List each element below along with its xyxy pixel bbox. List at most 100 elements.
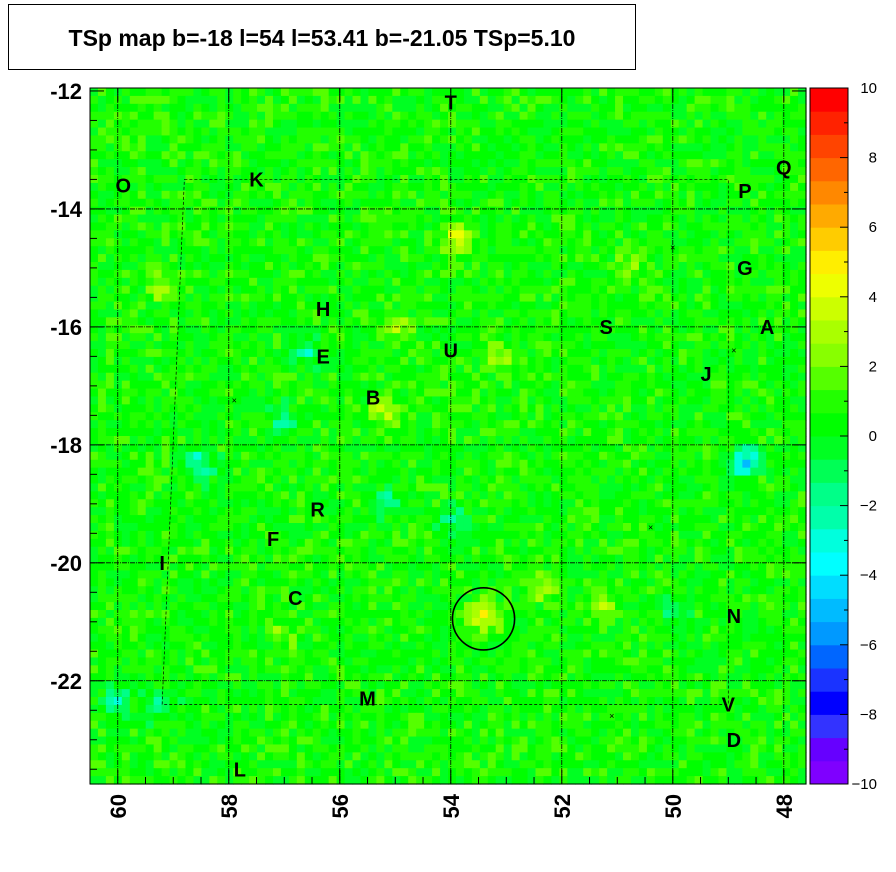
heatmap-cell	[607, 428, 616, 437]
heatmap-cell	[503, 341, 513, 350]
heatmap-cell	[463, 175, 473, 184]
heatmap-cell	[702, 135, 712, 144]
heatmap-cell	[463, 404, 473, 413]
heatmap-cell	[575, 404, 584, 413]
heatmap-cell	[471, 467, 481, 477]
heatmap-cell	[503, 206, 513, 216]
heatmap-cell	[177, 404, 187, 413]
heatmap-cell	[726, 341, 735, 350]
heatmap-cell	[615, 143, 624, 152]
heatmap-cell	[503, 372, 513, 382]
heatmap-cell	[448, 269, 457, 279]
heatmap-cell	[225, 428, 234, 437]
heatmap-cell	[670, 380, 680, 390]
heatmap-cell	[320, 349, 330, 358]
heatmap-cell	[630, 246, 640, 255]
heatmap-cell	[774, 309, 783, 318]
heatmap-cell	[479, 285, 489, 295]
heatmap-cell	[257, 262, 266, 271]
heatmap-cell	[535, 262, 545, 271]
heatmap-cell	[734, 143, 743, 152]
heatmap-cell	[758, 380, 767, 390]
heatmap-cell	[296, 151, 306, 160]
heatmap-cell	[790, 420, 799, 429]
heatmap-cell	[328, 396, 338, 405]
heatmap-cell	[543, 254, 553, 263]
heatmap-cell	[280, 182, 290, 192]
heatmap-cell	[782, 475, 791, 485]
heatmap-cell	[463, 119, 473, 129]
heatmap-cell	[559, 222, 568, 231]
heatmap-cell	[201, 325, 210, 334]
heatmap-cell	[758, 222, 767, 231]
heatmap-cell	[201, 420, 210, 429]
heatmap-cell	[121, 159, 131, 168]
heatmap-cell	[646, 349, 656, 358]
heatmap-cell	[360, 523, 370, 532]
heatmap-cell	[352, 341, 362, 350]
heatmap-cell	[249, 238, 258, 247]
heatmap-cell	[312, 443, 322, 453]
heatmap-cell	[193, 404, 202, 413]
heatmap-cell	[177, 475, 187, 485]
heatmap-cell	[384, 380, 393, 390]
heatmap-cell	[424, 135, 433, 144]
heatmap-cell	[471, 491, 481, 500]
heatmap-cell	[288, 404, 298, 413]
heatmap-cell	[304, 443, 314, 453]
heatmap-cell	[718, 396, 728, 405]
heatmap-cell	[137, 341, 147, 350]
heatmap-cell	[376, 523, 385, 532]
heatmap-cell	[161, 491, 171, 500]
heatmap-cell	[416, 467, 425, 477]
heatmap-cell	[121, 143, 131, 152]
heatmap-cell	[233, 483, 242, 492]
heatmap-cell	[257, 301, 266, 311]
heatmap-cell	[217, 119, 226, 129]
heatmap-cell	[328, 95, 338, 105]
heatmap-cell	[288, 467, 298, 477]
heatmap-cell	[217, 222, 226, 231]
heatmap-cell	[304, 159, 314, 168]
heatmap-cell	[559, 111, 568, 121]
heatmap-cell	[288, 364, 298, 374]
heatmap-cell	[678, 515, 688, 524]
heatmap-cell	[368, 507, 377, 516]
heatmap-cell	[185, 182, 195, 192]
heatmap-cell	[463, 349, 473, 358]
heatmap-cell	[272, 364, 282, 374]
heatmap-cell	[567, 206, 576, 216]
heatmap-cell	[662, 135, 672, 144]
heatmap-cell	[161, 222, 171, 231]
heatmap-cell	[591, 507, 600, 516]
heatmap-cell	[344, 95, 354, 105]
heatmap-cell	[352, 285, 362, 295]
heatmap-cell	[790, 515, 799, 524]
heatmap-cell	[193, 254, 202, 263]
heatmap-cell	[225, 301, 234, 311]
heatmap-cell	[750, 159, 759, 168]
heatmap-cell	[249, 483, 258, 492]
heatmap-cell	[774, 388, 783, 398]
heatmap-cell	[694, 88, 704, 97]
heatmap-cell	[336, 293, 346, 303]
heatmap-cell	[384, 451, 393, 461]
heatmap-cell	[726, 515, 735, 524]
heatmap-cell	[193, 143, 202, 152]
heatmap-cell	[408, 103, 417, 113]
heatmap-cell	[280, 135, 290, 144]
heatmap-cell	[193, 301, 202, 311]
heatmap-cell	[320, 293, 330, 303]
heatmap-cell	[145, 285, 155, 295]
heatmap-cell	[336, 151, 346, 160]
heatmap-cell	[328, 349, 338, 358]
heatmap-cell	[551, 372, 560, 382]
heatmap-cell	[527, 198, 537, 208]
heatmap-cell	[408, 515, 417, 524]
heatmap-cell	[615, 515, 624, 524]
heatmap-cell	[424, 317, 433, 326]
heatmap-cell	[233, 404, 242, 413]
heatmap-cell	[296, 325, 306, 334]
heatmap-cell	[479, 309, 489, 318]
heatmap-cell	[646, 95, 656, 105]
